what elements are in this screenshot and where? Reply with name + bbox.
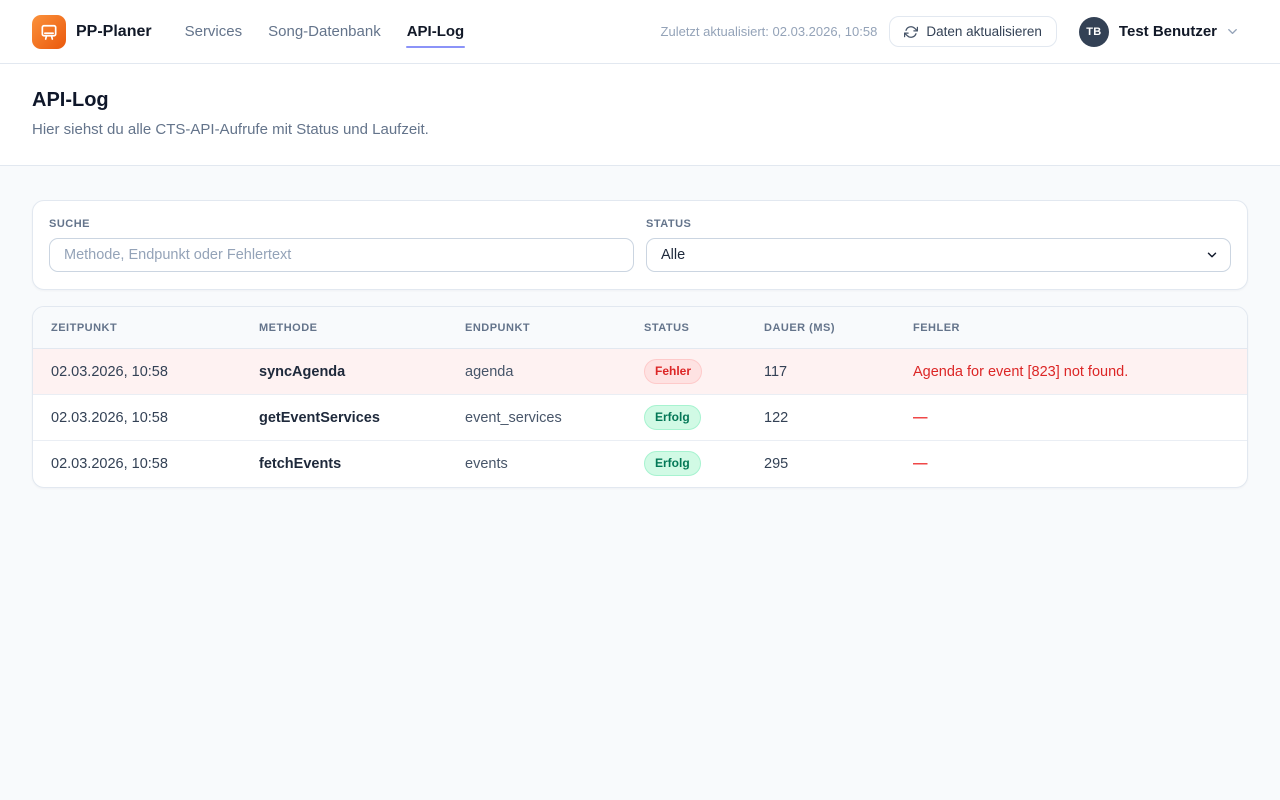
user-name: Test Benutzer — [1118, 23, 1217, 40]
table-row: 02.03.2026, 10:58 getEventServices event… — [33, 394, 1247, 441]
cell-endpoint: events — [447, 440, 626, 487]
cell-duration: 295 — [746, 440, 895, 487]
col-methode: Methode — [241, 307, 447, 349]
nav-api-log[interactable]: API-Log — [405, 23, 465, 48]
top-bar-right: Zuletzt aktualisiert: 02.03.2026, 10:58 … — [661, 16, 1240, 47]
search-input[interactable] — [49, 238, 634, 272]
nav-services[interactable]: Services — [184, 23, 243, 40]
main-nav: Services Song-Datenbank API-Log — [184, 23, 465, 48]
page-header: API-Log Hier siehst du alle CTS-API-Aufr… — [0, 64, 1280, 166]
page-subtitle: Hier siehst du alle CTS-API-Aufrufe mit … — [32, 121, 429, 138]
brand-name: PP-Planer — [76, 22, 152, 40]
brand[interactable]: PP-Planer — [32, 14, 152, 49]
cell-status: Fehler — [626, 349, 746, 395]
col-fehler: Fehler — [895, 307, 1247, 349]
status-badge-error: Fehler — [644, 358, 703, 385]
cell-status: Erfolg — [626, 394, 746, 441]
status-badge-success: Erfolg — [644, 404, 701, 431]
user-menu[interactable]: TB Test Benutzer — [1078, 16, 1240, 47]
col-dauer: Dauer (ms) — [746, 307, 895, 349]
refresh-data-button[interactable]: Daten aktualisieren — [889, 16, 1057, 47]
cell-timestamp: 02.03.2026, 10:58 — [33, 394, 241, 441]
cell-error-message: — — [895, 394, 1247, 441]
cell-timestamp: 02.03.2026, 10:58 — [33, 440, 241, 487]
col-endpunkt: Endpunkt — [447, 307, 626, 349]
presentation-screen-icon — [41, 24, 57, 40]
col-status: Status — [626, 307, 746, 349]
top-bar: PP-Planer Services Song-Datenbank API-Lo… — [0, 0, 1280, 64]
cell-endpoint: agenda — [465, 363, 514, 380]
status-label: Status — [646, 218, 692, 230]
cell-error-message: — — [895, 440, 1247, 487]
cell-status: Erfolg — [626, 440, 746, 487]
search-label: Suche — [49, 218, 91, 230]
app-logo — [32, 14, 66, 49]
last-updated-text: Zuletzt aktualisiert: 02.03.2026, 10:58 — [660, 24, 878, 39]
search-field: Suche — [49, 218, 634, 272]
refresh-button-label: Daten aktualisieren — [926, 24, 1042, 39]
status-field: Status Alle — [646, 218, 1231, 272]
status-select-wrap: Alle — [646, 238, 1231, 272]
user-avatar: TB — [1078, 16, 1109, 47]
refresh-icon — [904, 25, 919, 38]
filter-card: Suche Status Alle — [32, 200, 1248, 290]
nav-song-datenbank[interactable]: Song-Datenbank — [268, 23, 381, 40]
col-zeitpunkt: Zeitpunkt — [33, 307, 241, 349]
table-row: 02.03.2026, 10:58 fetchEvents events Erf… — [33, 440, 1247, 487]
cell-method: fetchEvents — [241, 440, 447, 487]
status-badge-success: Erfolg — [644, 451, 701, 477]
table-row: 02.03.2026, 10:58 syncAgenda agenda Fehl… — [33, 348, 1247, 395]
api-log-table-card: Zeitpunkt Methode Endpunkt Status Dauer … — [32, 306, 1248, 488]
main-content: Suche Status Alle Zeitpunkt — [0, 166, 1280, 522]
page-title: API-Log — [32, 89, 109, 111]
table-header-row: Zeitpunkt Methode Endpunkt Status Dauer … — [33, 307, 1247, 349]
cell-timestamp: 02.03.2026, 10:58 — [51, 363, 168, 380]
cell-method: syncAgenda — [259, 363, 346, 380]
api-log-table: Zeitpunkt Methode Endpunkt Status Dauer … — [33, 307, 1247, 487]
cell-duration: 122 — [746, 394, 895, 441]
status-select[interactable]: Alle — [646, 238, 1231, 272]
chevron-down-icon — [1228, 29, 1237, 34]
cell-duration: 117 — [764, 363, 788, 380]
cell-method: getEventServices — [241, 394, 447, 441]
cell-endpoint: event_services — [447, 394, 626, 441]
cell-error-message: Agenda for event [823] not found. — [913, 363, 1129, 380]
